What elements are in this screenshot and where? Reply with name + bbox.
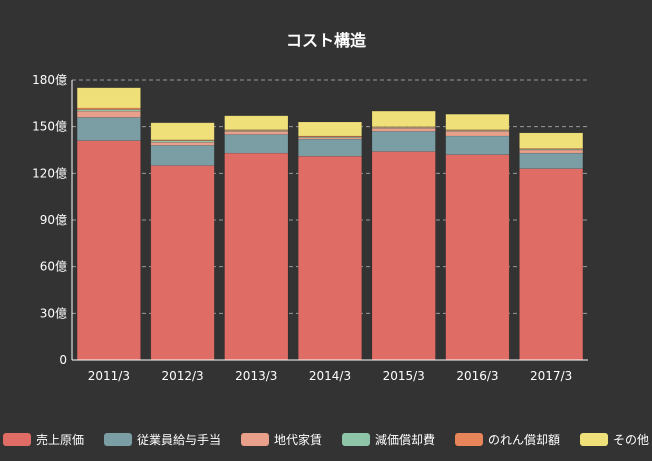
bar-segment[interactable] [371, 131, 436, 152]
legend-label: 売上原価 [35, 432, 84, 447]
bar-segment[interactable] [371, 110, 436, 127]
x-tick-label: 2014/3 [309, 369, 351, 383]
x-tick-label: 2015/3 [383, 369, 425, 383]
bar-segment[interactable] [76, 87, 141, 109]
bar-segment[interactable] [519, 152, 584, 169]
bar-segment[interactable] [519, 149, 584, 154]
bar-segment[interactable] [371, 127, 436, 132]
legend-swatch [580, 432, 609, 446]
legend-label: のれん償却額 [488, 432, 561, 447]
legend-swatch [455, 432, 484, 446]
x-tick-label: 2013/3 [235, 369, 277, 383]
legend-label: 従業員給与手当 [136, 432, 221, 447]
y-tick-label: 120億 [32, 166, 67, 180]
legend-swatch [103, 432, 132, 446]
y-tick-label: 150億 [32, 120, 67, 134]
bars [76, 87, 584, 361]
bar-segment[interactable] [224, 130, 289, 132]
x-tick-label: 2017/3 [530, 369, 572, 383]
bar-segment[interactable] [224, 152, 289, 361]
bar-segment[interactable] [150, 165, 215, 361]
bar-segment[interactable] [150, 140, 215, 143]
y-tick-label: 30億 [40, 306, 67, 320]
y-tick-label: 180億 [32, 73, 67, 87]
bar-segment[interactable] [445, 113, 510, 131]
bar-segment[interactable] [150, 122, 215, 141]
chart-title: コスト構造 [286, 31, 367, 50]
bar-segment[interactable] [298, 137, 362, 140]
y-tick-label: 60億 [40, 260, 67, 274]
legend-swatch [240, 432, 269, 446]
bar-segment[interactable] [224, 131, 289, 135]
legend-swatch [2, 432, 31, 446]
legend-item[interactable]: その他 [580, 431, 649, 448]
bar-segment[interactable] [519, 148, 584, 151]
bar-segment[interactable] [519, 132, 584, 149]
bar-segment[interactable] [445, 135, 510, 155]
legend-item[interactable]: 地代家賃 [240, 431, 322, 448]
bar-segment[interactable] [445, 154, 510, 361]
axes: 0 30億 60億 90億 120億 150億 180億 2011/3 2012/3 2013/3… [32, 73, 588, 383]
bar-segment[interactable] [150, 141, 215, 146]
x-tick-label: 2016/3 [456, 369, 498, 383]
legend-item[interactable]: 従業員給与手当 [103, 431, 221, 448]
legend-item[interactable]: 売上原価 [2, 431, 84, 448]
bar-segment[interactable] [76, 140, 141, 361]
bar-segment[interactable] [519, 168, 584, 361]
bar-segment[interactable] [445, 131, 510, 137]
bar-segment[interactable] [298, 138, 362, 157]
legend-item[interactable]: のれん償却額 [455, 431, 560, 448]
bar-segment[interactable] [298, 121, 362, 137]
legend-swatch [342, 432, 370, 446]
legend-label: 地代家賃 [273, 432, 322, 447]
bar-segment[interactable] [224, 134, 289, 154]
bar-segment[interactable] [76, 117, 141, 141]
legend-label: 減価償却費 [375, 432, 436, 447]
y-tick-label: 0 [59, 353, 67, 367]
bar-segment[interactable] [76, 110, 141, 118]
x-tick-label: 2011/3 [88, 369, 130, 383]
x-tick-label: 2012/3 [161, 369, 203, 383]
legend-label: その他 [613, 432, 650, 447]
bar-segment[interactable] [150, 145, 215, 166]
legend: 売上原価 従業員給与手当 地代家賃 減価償却費 のれん償却額 その他 [0, 428, 652, 450]
bar-segment[interactable] [298, 155, 362, 361]
bar-segment[interactable] [445, 130, 510, 132]
bar-segment[interactable] [371, 151, 436, 361]
y-tick-label: 90億 [40, 213, 67, 227]
bar-segment[interactable] [224, 115, 289, 131]
legend-item[interactable]: 減価償却費 [342, 431, 435, 448]
